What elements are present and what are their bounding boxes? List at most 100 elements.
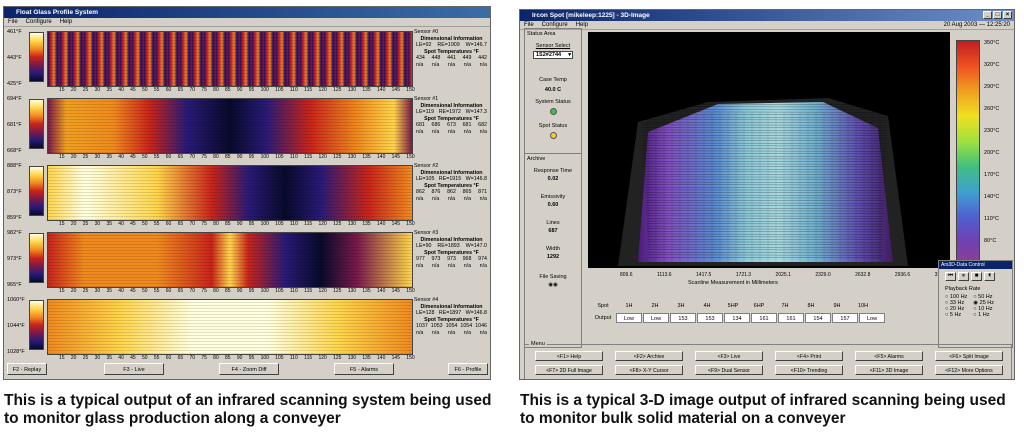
x-tick-label: 40 [118, 288, 124, 294]
profile-button[interactable]: F6 - Profile [448, 363, 488, 375]
surface-scanline [647, 228, 884, 230]
palette-label: 350°C [984, 40, 1000, 46]
spot-header-cell: 7H [781, 303, 789, 309]
x-tick-label: 60 [165, 288, 172, 294]
menu-button[interactable]: <F10> Trending [775, 365, 843, 375]
playback-option[interactable]: ○ 20 Hz [945, 306, 967, 312]
x-tick-label: 50 [142, 221, 148, 227]
spot-output-row: Output Low Low 153 153 134 161 161 154 157 Low [590, 312, 940, 324]
x-tick-label: 100 [260, 221, 269, 227]
surface-scanline [647, 231, 884, 233]
menu-button[interactable]: <F11> 3D Image [855, 365, 923, 375]
x-tick-label: 140 [377, 154, 386, 160]
sensor-select-label: Sensor Select [535, 43, 571, 49]
menu-file[interactable]: File [8, 19, 18, 25]
color-scale-bar [29, 32, 44, 82]
spot-header-cell: 10H [857, 303, 869, 309]
stop-icon[interactable]: ■ [971, 272, 982, 281]
zoom-diff-button[interactable]: F4 - Zoom Diff [219, 363, 279, 375]
playback-option[interactable]: ○ 33 Hz [945, 300, 967, 306]
menu-button[interactable]: <F12> More Options [935, 365, 1003, 375]
window-title: Float Glass Profile System [4, 7, 490, 18]
menu-button[interactable]: <F4> Print [775, 351, 843, 361]
menu-button[interactable]: <F8> X-Y Cursor [615, 365, 683, 375]
playback-option[interactable]: ○ 50 Hz [973, 294, 994, 300]
radio-icon: ○ [973, 294, 977, 300]
system-status-led [549, 108, 557, 115]
date-time: 20 Aug 2003 — 12:25:20 [943, 22, 1010, 28]
output-cell: 134 [724, 313, 750, 323]
playback-option[interactable]: ○ 10 Hz [973, 306, 994, 312]
x-tick-label: 105 [275, 221, 284, 227]
menu-button[interactable]: <F9> Dual Sensor [695, 365, 763, 375]
x-tick-label: 45 [130, 288, 136, 294]
sensor-name: Sensor #1 [414, 96, 439, 102]
menu-configure[interactable]: Configure [25, 19, 52, 25]
case-temp-value: 40.0 C [544, 87, 562, 93]
menu-button[interactable]: <F5> Alarms [855, 351, 923, 361]
width-label: Width [545, 246, 561, 252]
alarms-button[interactable]: F5 - Alarms [334, 363, 394, 375]
rewind-icon[interactable]: ⏮ [945, 272, 956, 281]
playback-option[interactable]: ○ 100 Hz [945, 294, 967, 300]
close-icon[interactable]: × [1003, 11, 1012, 19]
menu-button[interactable]: <F2> Archive [615, 351, 683, 361]
spot-extra-value: n/a [479, 195, 487, 202]
spot-temp: 686 [431, 122, 441, 129]
x-tick-labels: 15 20 25 30 35 40 45 50 55 60 65 70 75 80 85 90 95 100 105… [59, 154, 415, 162]
sensor-panel: 461°F 443°F 425°F 15 20 25 30 35 40 45 50 55 60 65… [7, 29, 489, 96]
menu-help[interactable]: Help [59, 19, 73, 25]
playback-option[interactable]: ○ 5 Hz [945, 312, 967, 318]
x-tick-label: 30 [94, 355, 101, 361]
x-tick-label: 35 [106, 355, 112, 361]
spot-temp: 673 [447, 122, 456, 129]
menu-file[interactable]: File [524, 22, 534, 28]
maximize-icon[interactable]: □ [993, 11, 1002, 19]
menu-button[interactable]: <F3> Live [695, 351, 763, 361]
spot-temp: 977 [416, 256, 425, 263]
minimize-icon[interactable]: _ [983, 11, 992, 19]
x-tick-label: 130 [347, 221, 357, 227]
replay-button[interactable]: F2 - Replay [7, 363, 47, 375]
x-tick-label: 55 [153, 221, 160, 227]
surface-scanline [645, 197, 885, 199]
x-tick-label: 20 [70, 355, 77, 361]
menu-button[interactable]: <F6> Split Image [935, 351, 1003, 361]
menu-configure[interactable]: Configure [541, 22, 568, 28]
menu-button[interactable]: <F7> 2D Full Image [535, 365, 603, 375]
playback-rate-title: Playback Rate [945, 286, 981, 292]
x-tick-label: 25 [82, 221, 89, 227]
menu-area: Menu <F1> Help <F2> Archive <F3> Live <F4> … [524, 341, 1012, 379]
x-tick-label: 30 [94, 288, 101, 294]
x-tick-label: 110 [289, 87, 298, 93]
x-tick-label: 45 [130, 355, 136, 361]
playback-panel: Ars3D-Data Control ⏮ ⏸ ■ ⏴ Playback Rate… [938, 260, 1013, 348]
sensor-select[interactable]: 1S2#2744 ▾ [533, 51, 573, 59]
menu-button[interactable]: <F1> Help [535, 351, 603, 361]
emissivity-value: 0.60 [547, 202, 559, 208]
surface-scanline [646, 210, 884, 212]
width-value: 1292 [546, 254, 560, 260]
x-tick-label: 140 [377, 221, 386, 227]
x-tick-label: 1113.6 [656, 272, 672, 278]
playback-option[interactable]: ◉ 25 Hz [973, 300, 994, 306]
scale-max-label: 461°F [7, 29, 22, 35]
live-button[interactable]: F3 - Live [104, 363, 164, 375]
menu-help[interactable]: Help [575, 22, 589, 28]
x-tick-label: 150 [406, 355, 415, 361]
surface-scanline [644, 179, 886, 181]
spot-temps: 977 973 973 968 974 [414, 256, 489, 263]
x-tick-label: 120 [318, 221, 327, 227]
file-saving-icons[interactable]: ◉◉ [548, 282, 558, 288]
pause-icon[interactable]: ⏸ [958, 272, 969, 281]
x-tick-label: 135 [362, 87, 371, 93]
surface-scanline [646, 212, 884, 214]
playback-option[interactable]: ○ 1 Hz [973, 312, 994, 318]
spot-extra-value: n/a [463, 329, 472, 336]
spot-temps-title: Spot Temperatures °F [424, 249, 479, 256]
x-tick-label: 95 [248, 288, 255, 294]
x-tick-label: 105 [275, 355, 284, 361]
step-back-icon[interactable]: ⏴ [984, 272, 995, 281]
output-cell: Low [643, 313, 669, 323]
x-tick-label: 55 [153, 355, 160, 361]
